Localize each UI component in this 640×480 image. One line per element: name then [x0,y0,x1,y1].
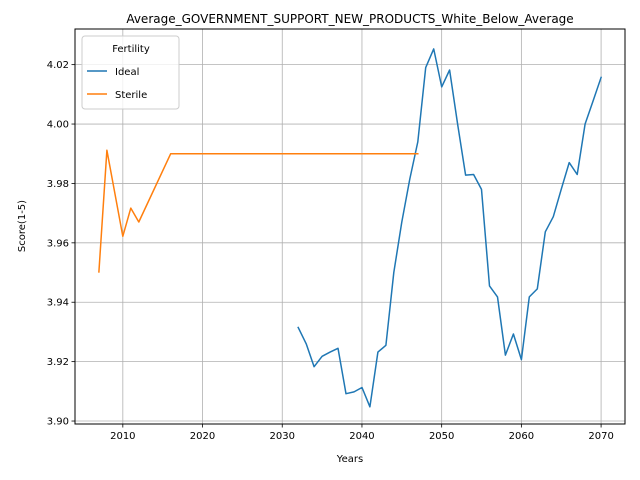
legend-label-sterile: Sterile [115,90,147,101]
x-tick-label: 2070 [588,431,613,442]
series-line-ideal [297,48,603,408]
y-tick-label: 4.00 [47,120,69,131]
x-tick-label: 2030 [270,431,295,442]
series-line-sterile [98,149,419,273]
y-tick-label: 3.94 [47,298,69,309]
y-tick-label: 3.92 [47,357,69,368]
legend-box [81,35,180,110]
x-axis-label: Years [336,454,363,465]
x-tick-label: 2060 [509,431,534,442]
legend-title: Fertility [112,44,150,55]
y-tick-label: 3.98 [47,179,69,190]
legend: Fertility Ideal Sterile [81,35,180,110]
y-tick-label: 3.96 [47,238,69,249]
y-axis: 3.90 3.92 3.94 3.96 3.98 4.00 4.02 [47,60,75,428]
x-tick-label: 2020 [190,431,215,442]
x-tick-label: 2040 [349,431,374,442]
x-axis: 2010 2020 2030 2040 2050 2060 2070 [110,424,614,442]
chart-title: Average_GOVERNMENT_SUPPORT_NEW_PRODUCTS_… [126,12,573,26]
plot-frame [74,28,626,425]
y-axis-label: Score(1-5) [17,200,28,252]
x-tick-label: 2010 [110,431,135,442]
legend-label-ideal: Ideal [115,67,139,78]
x-tick-label: 2050 [429,431,454,442]
y-tick-label: 4.02 [47,60,69,71]
series-layer [98,48,603,408]
y-tick-label: 3.90 [47,417,69,428]
grid [75,29,625,424]
